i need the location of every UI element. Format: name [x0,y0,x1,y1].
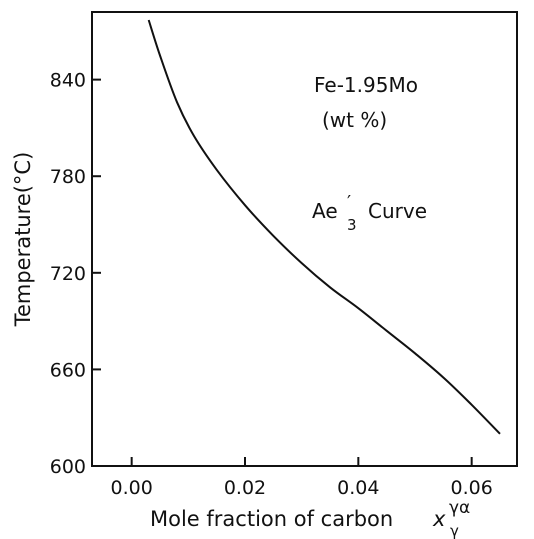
x-axis-label-superscript: γα [449,498,470,518]
plot-frame [91,11,518,467]
annotation-curve-main: Ae [312,199,338,223]
x-axis-label-subscript: γ [450,522,459,539]
x-tick-label: 0.04 [337,477,379,499]
x-tick-label: 0.02 [224,477,266,499]
x-axis-label-symbol: x [432,507,446,531]
x-axis-ticks: 0.00 0.02 0.04 0.06 [111,457,493,499]
annotation-units: (wt %) [322,108,387,132]
annotation-curve-prime: ′ [347,192,351,213]
y-axis-ticks: 600 660 720 780 840 [50,70,101,478]
annotation-alloy: Fe-1.95Mo [314,73,418,97]
y-tick-label: 720 [50,263,86,285]
annotation-curve-word: Curve [368,199,427,223]
annotation-curve-subscript: 3 [347,216,357,234]
y-axis-label: Temperature(°C) [11,152,35,328]
y-tick-label: 840 [50,70,86,92]
x-tick-label: 0.06 [451,477,493,499]
y-tick-label: 660 [50,359,86,381]
series-line-ae3-curve [147,19,501,435]
x-axis-label: Mole fraction of carbon [150,507,393,531]
x-tick-label: 0.00 [111,477,153,499]
y-tick-label: 600 [50,456,86,478]
y-tick-label: 780 [50,166,86,188]
